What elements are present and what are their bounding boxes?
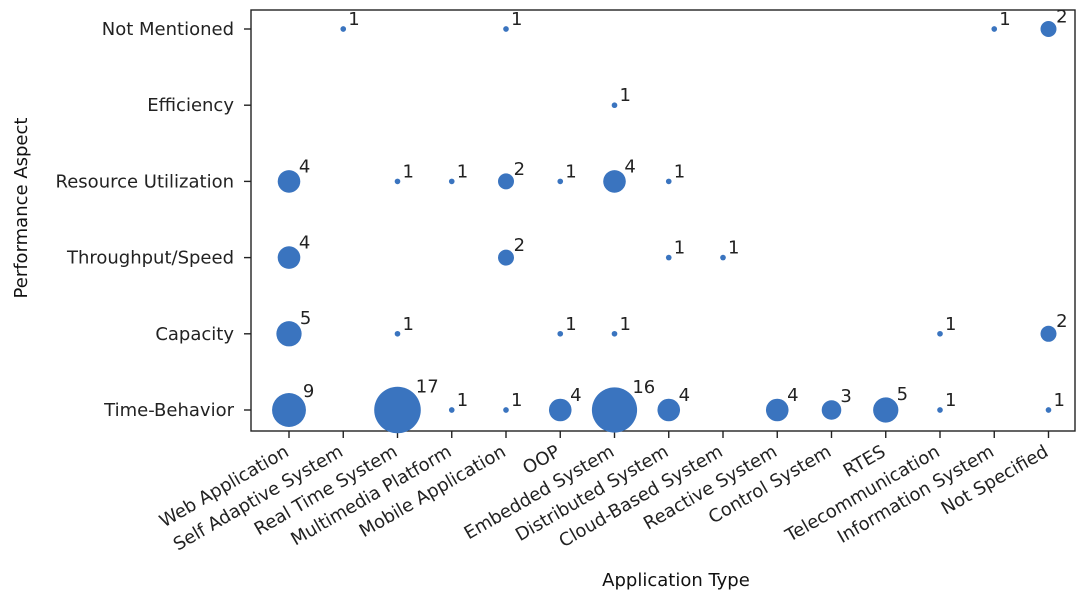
- bubble-not-mentioned-not-specified: [1040, 21, 1057, 37]
- count-label-time-behavior-distributed-system: 4: [679, 385, 690, 406]
- count-label-capacity-telecommunication: 1: [945, 314, 956, 335]
- count-label-resource-utilization-web-application: 4: [299, 156, 310, 177]
- count-label-time-behavior-real-time-system: 17: [416, 377, 439, 398]
- bubble-time-behavior-telecommunication: [937, 407, 943, 413]
- bubbles: [272, 21, 1057, 434]
- y-tick-label-resource-utilization: Resource Utilization: [56, 171, 234, 192]
- bubble-resource-utilization-real-time-system: [394, 178, 401, 185]
- y-tick-label-capacity: Capacity: [155, 324, 234, 345]
- bubble-time-behavior-not-specified: [1045, 407, 1052, 413]
- bubble-capacity-oop: [557, 330, 564, 337]
- plot-area-frame: [250, 9, 1076, 432]
- count-label-throughput-speed-mobile-application: 2: [514, 235, 525, 256]
- count-label-time-behavior-telecommunication: 1: [945, 390, 956, 411]
- count-label-time-behavior-rtes: 5: [897, 384, 908, 405]
- bubble-throughput-speed-mobile-application: [498, 249, 514, 266]
- count-label-time-behavior-oop: 4: [570, 385, 581, 406]
- count-label-not-mentioned-mobile-application: 1: [511, 9, 522, 30]
- bubble-capacity-not-specified: [1040, 325, 1057, 342]
- count-label-resource-utilization-real-time-system: 1: [403, 161, 414, 182]
- bubble-capacity-embedded-system: [611, 330, 618, 337]
- bubble-throughput-speed-distributed-system: [665, 254, 672, 261]
- bubble-resource-utilization-multimedia-platform: [448, 178, 455, 185]
- count-label-capacity-not-specified: 2: [1056, 311, 1067, 332]
- bubble-time-behavior-distributed-system: [657, 398, 681, 422]
- y-axis-title: Performance Aspect: [11, 118, 32, 299]
- count-label-resource-utilization-distributed-system: 1: [674, 161, 685, 182]
- bubble-not-mentioned-mobile-application: [503, 26, 509, 32]
- count-label-throughput-speed-cloud-based-system: 1: [728, 238, 739, 259]
- y-tick-label-efficiency: Efficiency: [147, 95, 234, 116]
- count-label-throughput-speed-web-application: 4: [299, 233, 310, 254]
- bubble-capacity-web-application: [276, 321, 302, 347]
- bubble-time-behavior-mobile-application: [503, 407, 509, 413]
- count-label-capacity-real-time-system: 1: [403, 314, 414, 335]
- count-label-efficiency-embedded-system: 1: [620, 85, 631, 106]
- bubble-throughput-speed-cloud-based-system: [720, 254, 726, 261]
- y-tick-label-not-mentioned: Not Mentioned: [102, 19, 234, 40]
- count-labels: 1 1 1 2 1 4 1 1 2 1 4 1 4 2 1 1 5 1 1 1 1 2 9 17 1 1 4 16 4 4 3 5 1 1: [299, 6, 1068, 411]
- count-label-time-behavior-mobile-application: 1: [511, 390, 522, 411]
- bubble-time-behavior-oop: [548, 398, 572, 422]
- count-label-time-behavior-reactive-system: 4: [787, 385, 798, 406]
- count-label-time-behavior-not-specified: 1: [1054, 390, 1065, 411]
- bubble-efficiency-embedded-system: [611, 102, 618, 109]
- bubble-time-behavior-embedded-system: [591, 387, 638, 433]
- count-label-time-behavior-web-application: 9: [303, 381, 314, 402]
- bubble-capacity-telecommunication: [937, 330, 943, 337]
- count-label-resource-utilization-oop: 1: [565, 161, 576, 182]
- bubble-time-behavior-rtes: [873, 397, 899, 423]
- bubble-time-behavior-multimedia-platform: [448, 407, 455, 413]
- count-label-throughput-speed-distributed-system: 1: [674, 238, 685, 259]
- bubble-time-behavior-control-system: [821, 400, 842, 420]
- count-label-time-behavior-embedded-system: 16: [632, 377, 655, 398]
- bubble-resource-utilization-embedded-system: [603, 170, 626, 193]
- count-label-not-mentioned-not-specified: 2: [1056, 6, 1067, 27]
- count-label-time-behavior-control-system: 3: [840, 386, 851, 407]
- bubble-resource-utilization-distributed-system: [665, 178, 672, 185]
- count-label-capacity-web-application: 5: [300, 308, 311, 329]
- bubble-throughput-speed-web-application: [277, 246, 301, 269]
- count-label-resource-utilization-multimedia-platform: 1: [457, 161, 468, 182]
- bubble-resource-utilization-web-application: [277, 170, 301, 193]
- bubble-not-mentioned-self-adaptive-system: [340, 26, 347, 32]
- y-axis: Time-Behavior Capacity Throughput/Speed Res…: [56, 19, 251, 421]
- bubble-not-mentioned-information-system: [991, 26, 998, 32]
- count-label-capacity-oop: 1: [565, 314, 576, 335]
- y-tick-label-time-behavior: Time-Behavior: [103, 400, 234, 421]
- count-label-not-mentioned-information-system: 1: [999, 9, 1010, 30]
- y-tick-label-throughput-speed: Throughput/Speed: [66, 248, 234, 269]
- count-label-time-behavior-multimedia-platform: 1: [457, 390, 468, 411]
- bubble-time-behavior-real-time-system: [374, 386, 421, 434]
- bubble-capacity-real-time-system: [394, 330, 401, 337]
- bubble-resource-utilization-oop: [557, 178, 564, 185]
- bubble-resource-utilization-mobile-application: [498, 173, 514, 190]
- count-label-not-mentioned-self-adaptive-system: 1: [348, 9, 359, 30]
- count-label-resource-utilization-mobile-application: 2: [514, 159, 525, 180]
- x-axis-title: Application Type: [602, 570, 750, 591]
- bubble-time-behavior-web-application: [272, 393, 306, 427]
- count-label-resource-utilization-embedded-system: 4: [624, 156, 635, 177]
- count-label-capacity-embedded-system: 1: [620, 314, 631, 335]
- bubble-time-behavior-reactive-system: [765, 398, 789, 422]
